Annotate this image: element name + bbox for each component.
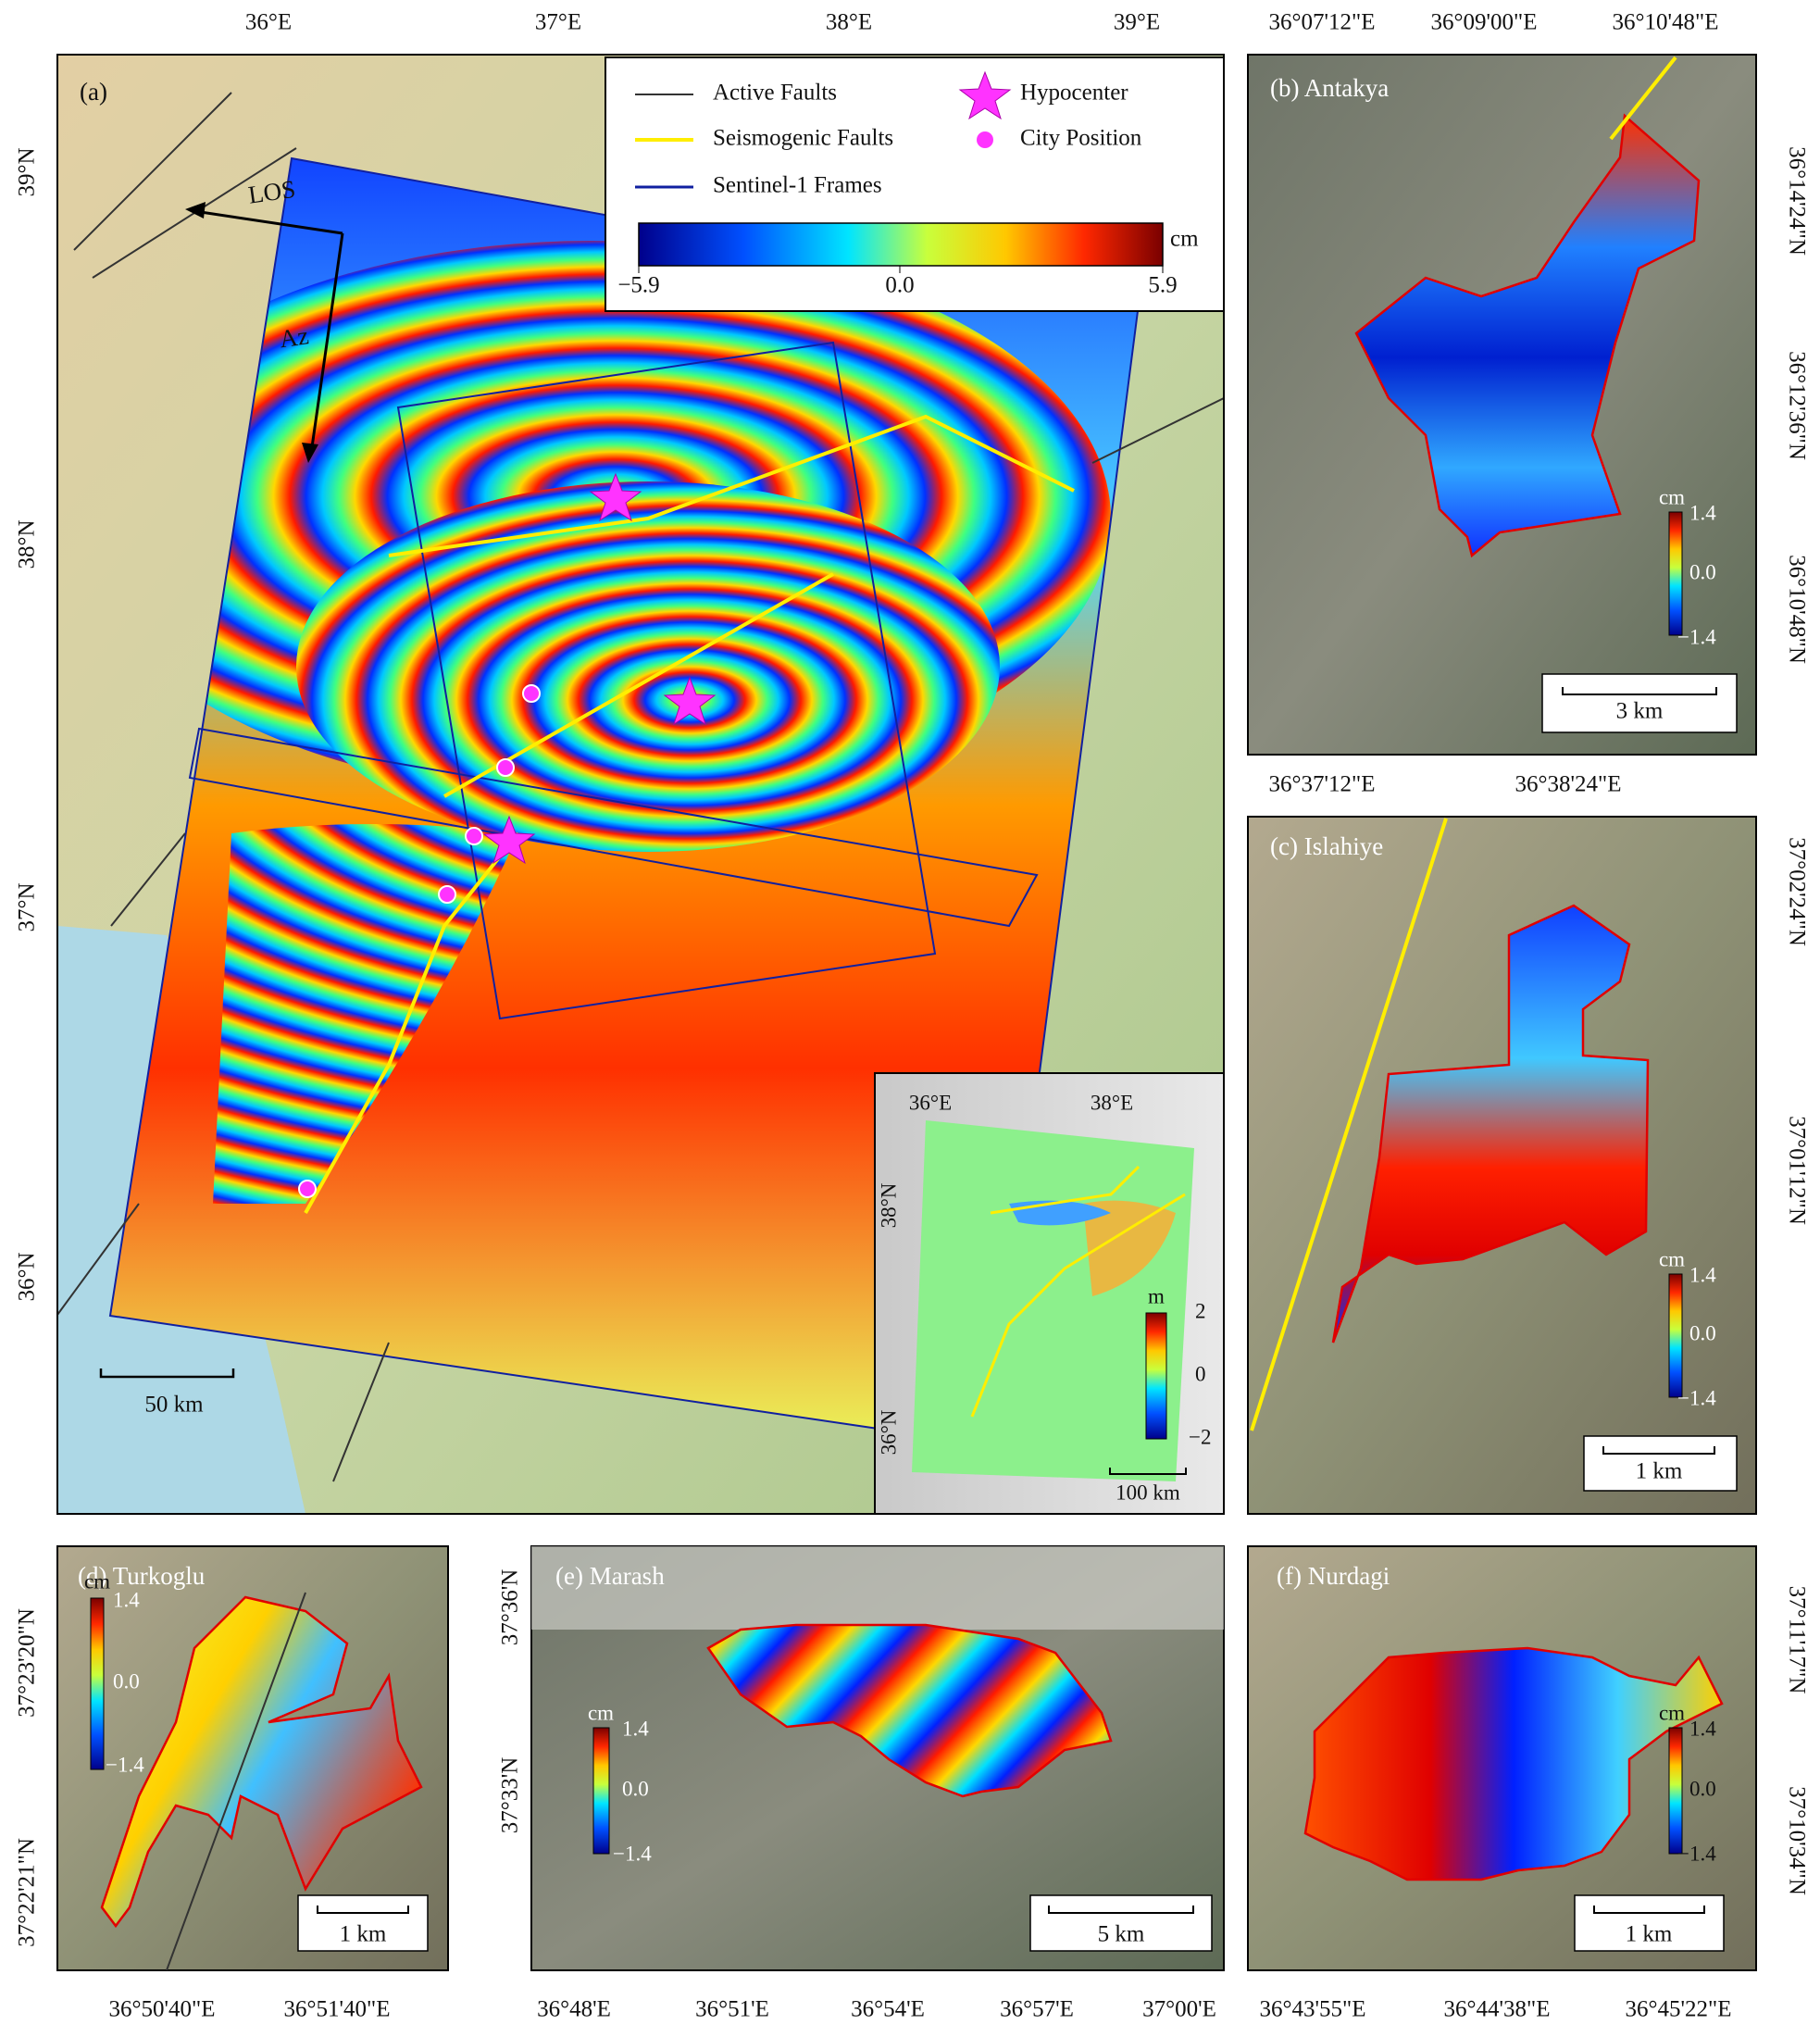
lon-tick: 39°E [1114, 10, 1160, 35]
lat-tick: 38°N [15, 519, 40, 569]
lat-tick: 36°10'48"N [1784, 555, 1809, 664]
legend-label: City Position [1020, 126, 1142, 151]
colorbar-tick: 0.0 [622, 1777, 649, 1800]
colorbar-tick: −1.4 [1677, 625, 1716, 648]
lat-tick: 37°11'17"N [1784, 1586, 1809, 1694]
lon-tick: 36°50'40"E [109, 1997, 216, 2022]
panel-f-map [1247, 1545, 1757, 1971]
lon-tick: 36°51'E [695, 1997, 769, 2022]
lon-tick: 36°37'12"E [1269, 772, 1376, 797]
legend-label: Hypocenter [1020, 81, 1128, 106]
panel-label: (a) [80, 78, 107, 106]
colorbar-tick: 1.4 [1689, 1717, 1716, 1740]
colorbar-tick: −1.4 [1677, 1842, 1716, 1865]
lat-tick: 36°12'36"N [1784, 351, 1809, 460]
colorbar-tick: 5.9 [1148, 273, 1177, 298]
lon-tick: 36°38'24"E [1515, 772, 1622, 797]
inset-scale-bar-label: 100 km [1116, 1481, 1180, 1504]
inset-colorbar-tick: 2 [1195, 1299, 1206, 1322]
los-label: LOS [246, 175, 297, 209]
colorbar-unit: cm [84, 1569, 110, 1593]
lon-tick: 36°07'12"E [1269, 10, 1376, 35]
lon-tick: 36°57'E [1000, 1997, 1074, 2022]
inset-colorbar-unit: m [1148, 1284, 1165, 1307]
panel-label: (e) Marash [555, 1562, 665, 1590]
legend-label: Active Faults [713, 81, 837, 106]
lon-tick: 36°43'55"E [1260, 1997, 1366, 2022]
lat-tick: 37°10'34"N [1784, 1786, 1809, 1895]
lat-tick: 36°14'24"N [1784, 146, 1809, 256]
scale-bar-label: 50 km [144, 1393, 204, 1418]
lon-tick: 36°51'40"E [284, 1997, 391, 2022]
colorbar-tick: 1.4 [1689, 1263, 1716, 1286]
panel-label: (c) Islahiye [1270, 832, 1383, 860]
colorbar-tick: 0.0 [1689, 1321, 1716, 1344]
lon-tick: 36°09'00"E [1431, 10, 1538, 35]
lon-tick: 38°E [826, 10, 872, 35]
colorbar-unit: cm [1170, 227, 1199, 252]
az-label: Az [278, 321, 310, 353]
colorbar-tick: 1.4 [1689, 501, 1716, 524]
scale-bar-label: 5 km [1098, 1922, 1145, 1947]
inset-colorbar-tick: 0 [1195, 1362, 1206, 1385]
colorbar-tick: 0.0 [1689, 1777, 1716, 1800]
scale-bar-label: 3 km [1616, 699, 1664, 724]
panel-c-map [1247, 816, 1757, 1515]
colorbar-tick: 1.4 [622, 1717, 649, 1740]
colorbar-tick: −5.9 [617, 273, 659, 298]
panel-e-map [530, 1545, 1225, 1971]
scale-bar-label: 1 km [340, 1922, 387, 1947]
lon-tick: 37°E [535, 10, 581, 35]
colorbar-tick: −1.4 [613, 1842, 652, 1865]
lat-tick: 37°02'24"N [1784, 837, 1809, 946]
panel-label: (f) Nurdagi [1277, 1562, 1390, 1590]
lon-tick: 36°E [245, 10, 292, 35]
inset-colorbar-tick: −2 [1189, 1425, 1211, 1448]
colorbar-unit: cm [1659, 1247, 1685, 1270]
lat-tick: 37°23'20"N [15, 1608, 40, 1718]
scale-bar-label: 1 km [1636, 1459, 1683, 1484]
lon-tick: 36°44'38"E [1444, 1997, 1551, 2022]
scale-bar-label: 1 km [1626, 1922, 1673, 1947]
lat-tick: 37°36'N [498, 1569, 523, 1646]
legend-label: Sentinel-1 Frames [713, 173, 882, 198]
lat-tick: 37°22'21"N [15, 1838, 40, 1947]
colorbar-tick: 0.0 [885, 273, 914, 298]
panel-label: (d) Turkoglu [78, 1562, 206, 1590]
lat-tick: 37°N [15, 882, 40, 931]
inset-lon-tick: 38°E [1091, 1091, 1133, 1114]
colorbar-tick: −1.4 [106, 1753, 144, 1776]
colorbar-tick: −1.4 [1677, 1386, 1716, 1409]
lon-tick: 36°10'48"E [1613, 10, 1719, 35]
colorbar-unit: cm [1659, 1701, 1685, 1724]
colorbar-tick: 0.0 [113, 1669, 140, 1693]
legend-label: Seismogenic Faults [713, 126, 893, 151]
lon-tick: 36°45'22"E [1626, 1997, 1732, 2022]
inset-lon-tick: 36°E [909, 1091, 952, 1114]
panel-d-map [56, 1545, 449, 1971]
panel-label: (b) Antakya [1270, 74, 1389, 102]
lon-tick: 36°54'E [851, 1997, 925, 2022]
lat-tick: 39°N [15, 147, 40, 196]
lon-tick: 36°48'E [537, 1997, 611, 2022]
lat-tick: 36°N [15, 1252, 40, 1301]
inset-lat-tick: 38°N [877, 1182, 900, 1228]
inset-lat-tick: 36°N [877, 1409, 900, 1455]
panel-a-map [57, 55, 1224, 1514]
panel-b-map [1247, 54, 1757, 756]
lat-tick: 37°33'N [498, 1757, 523, 1834]
lat-tick: 37°01'12"N [1784, 1116, 1809, 1225]
colorbar-unit: cm [588, 1701, 614, 1724]
lon-tick: 37°00'E [1142, 1997, 1216, 2022]
colorbar-tick: 1.4 [113, 1588, 140, 1611]
colorbar-unit: cm [1659, 485, 1685, 508]
colorbar-tick: 0.0 [1689, 560, 1716, 583]
